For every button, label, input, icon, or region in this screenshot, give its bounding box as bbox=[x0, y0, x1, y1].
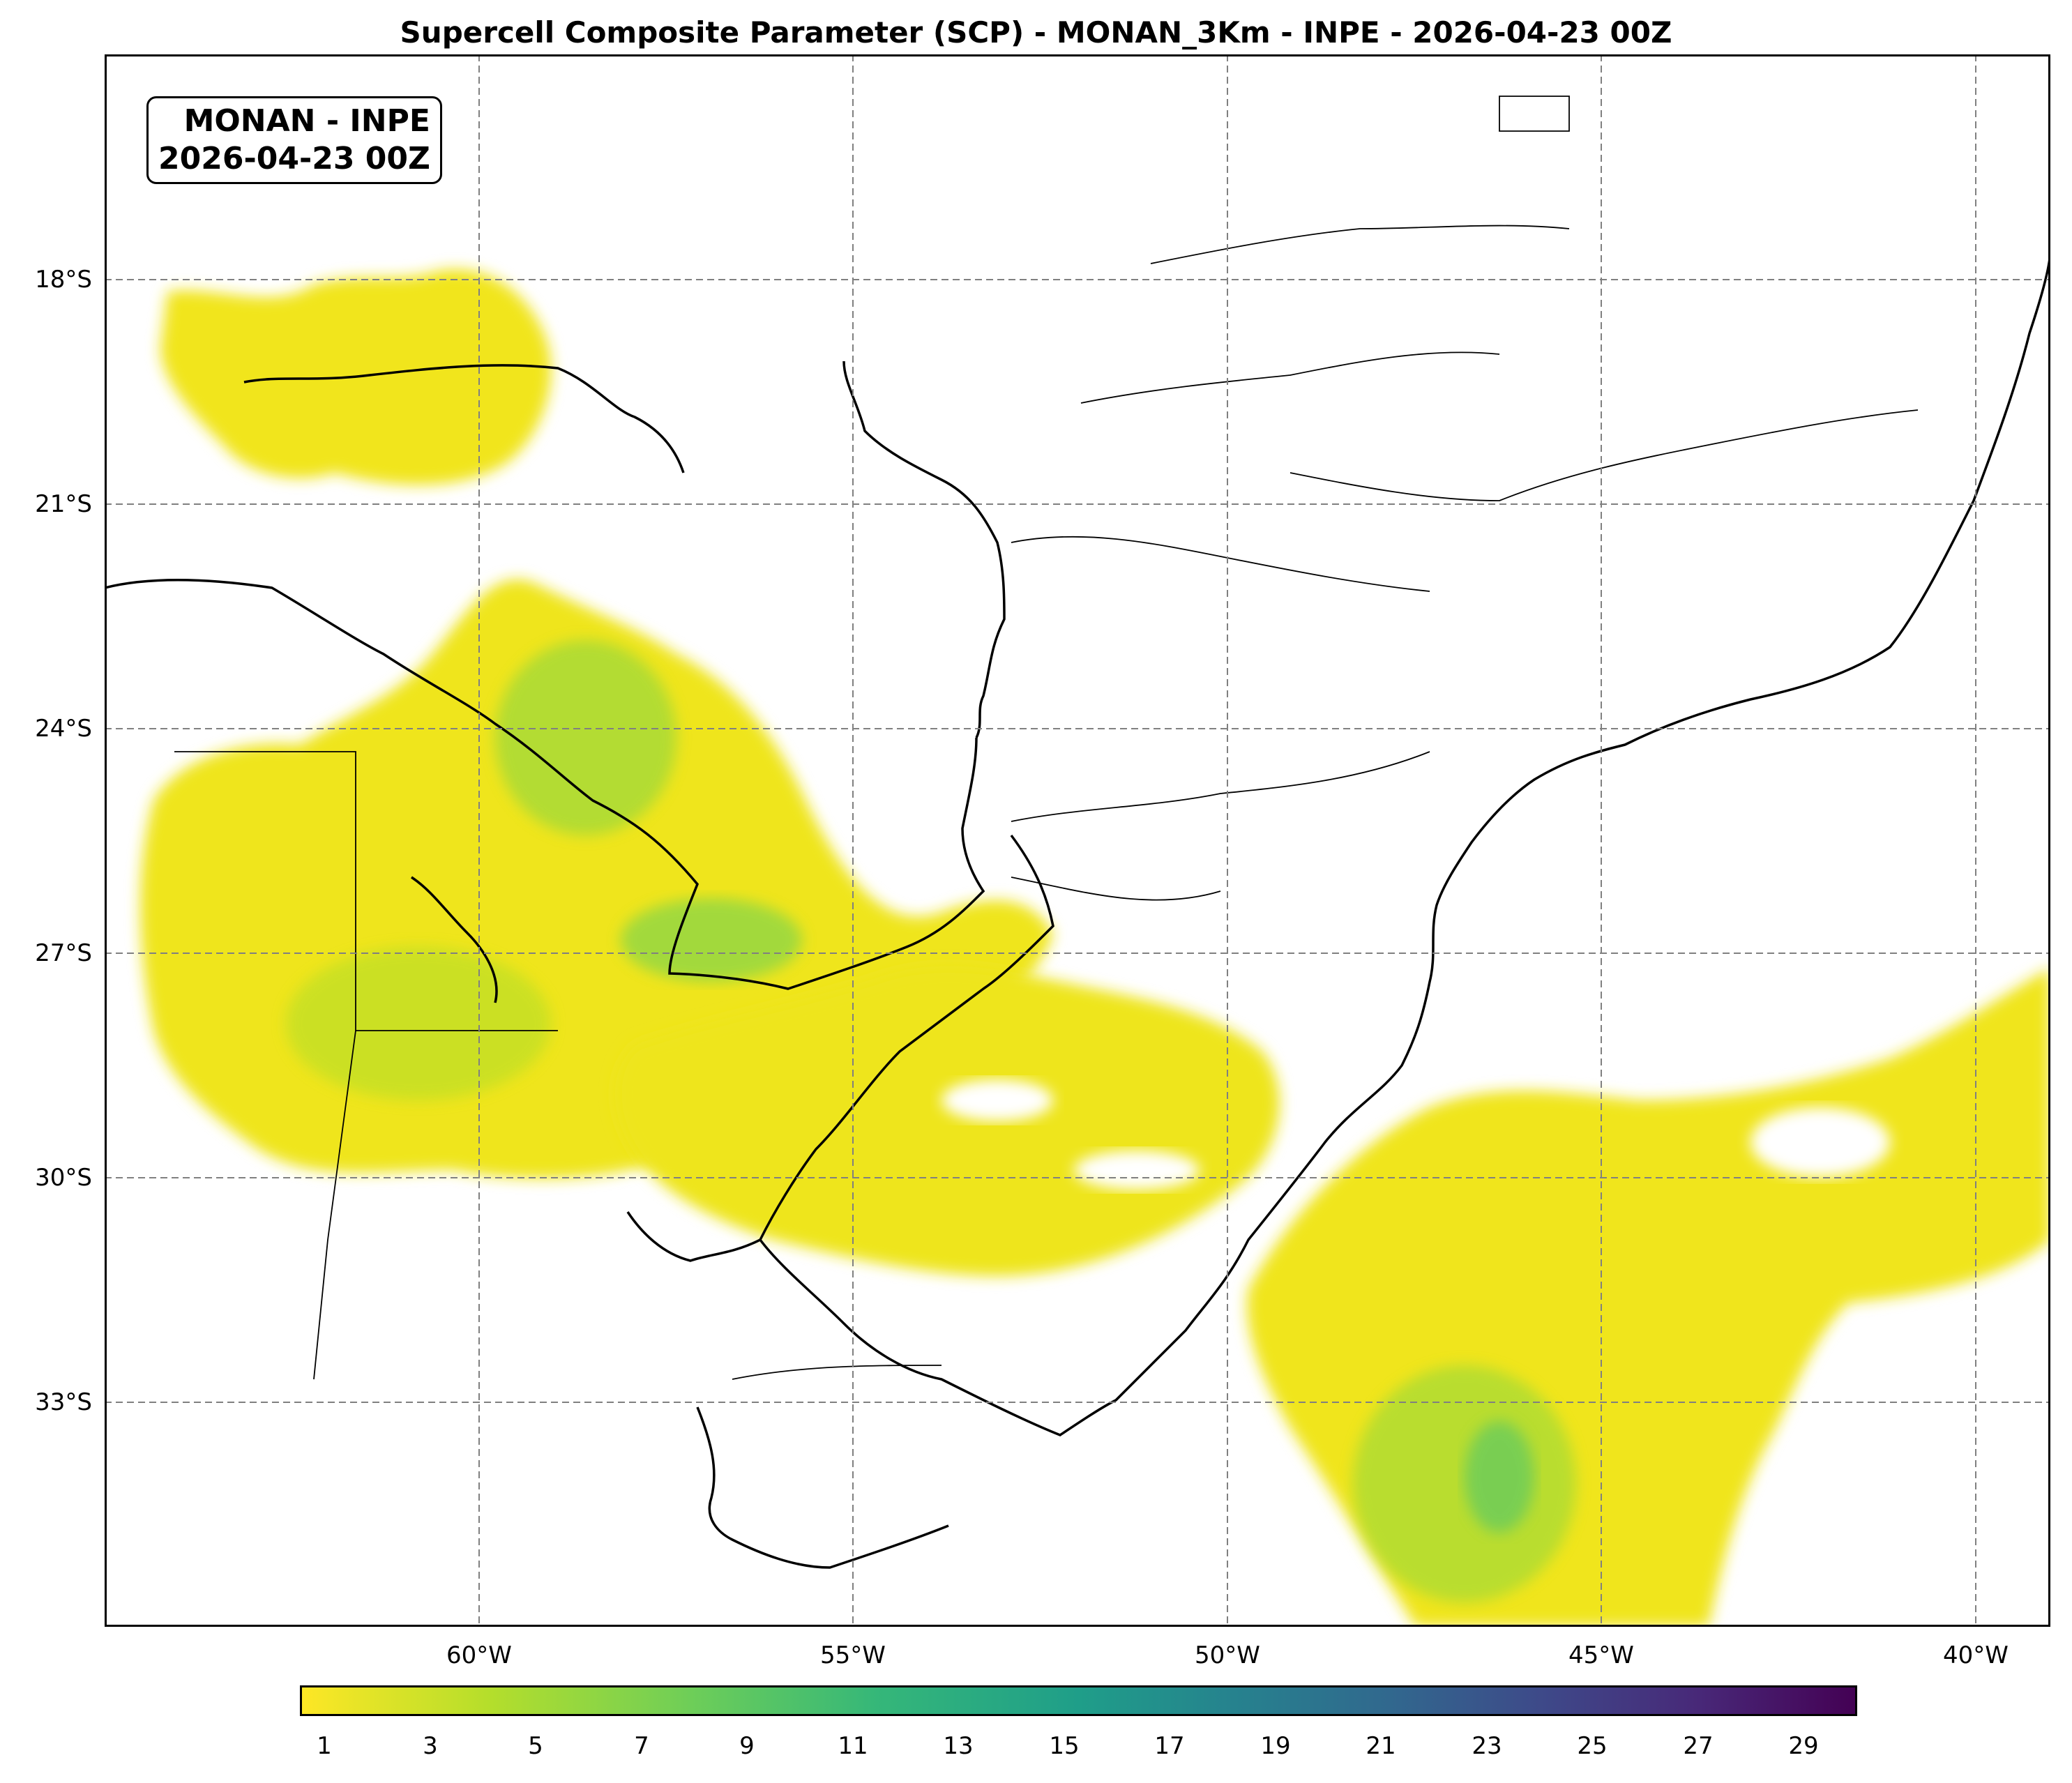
colorbar bbox=[300, 1685, 1857, 1716]
lon-label-50w: 50°W bbox=[1195, 1641, 1260, 1669]
colorbar-tick-17: 17 bbox=[1154, 1732, 1185, 1760]
colorbar-tick-9: 9 bbox=[739, 1732, 755, 1760]
map-border bbox=[105, 54, 2050, 1627]
colorbar-tick-15: 15 bbox=[1049, 1732, 1080, 1760]
map-area[interactable] bbox=[105, 54, 2050, 1627]
colorbar-tick-19: 19 bbox=[1260, 1732, 1291, 1760]
colorbar-tick-7: 7 bbox=[634, 1732, 649, 1760]
borders bbox=[105, 96, 2050, 1569]
lat-label-24s: 24°S bbox=[35, 715, 92, 743]
info-box-line2: 2026-04-23 00Z bbox=[158, 141, 430, 176]
scp-field bbox=[140, 269, 2050, 1627]
lon-label-60w: 60°W bbox=[446, 1641, 512, 1669]
colorbar-tick-3: 3 bbox=[423, 1732, 438, 1760]
lon-label-45w: 45°W bbox=[1568, 1641, 1634, 1669]
info-box: MONAN - INPE 2026-04-23 00Z bbox=[146, 96, 442, 184]
gridlines bbox=[105, 54, 2050, 1627]
lon-label-55w: 55°W bbox=[820, 1641, 886, 1669]
lat-label-27s: 27°S bbox=[35, 939, 92, 967]
colorbar-tick-13: 13 bbox=[943, 1732, 974, 1760]
colorbar-tick-11: 11 bbox=[838, 1732, 868, 1760]
info-box-line1: MONAN - INPE bbox=[183, 103, 430, 139]
colorbar-tick-21: 21 bbox=[1366, 1732, 1396, 1760]
colorbar-tick-27: 27 bbox=[1683, 1732, 1714, 1760]
colorbar-tick-29: 29 bbox=[1788, 1732, 1819, 1760]
lon-label-40w: 40°W bbox=[1943, 1641, 2009, 1669]
map-title: Supercell Composite Parameter (SCP) - MO… bbox=[400, 15, 1672, 50]
colorbar-tick-23: 23 bbox=[1472, 1732, 1502, 1760]
colorbar-tick-5: 5 bbox=[528, 1732, 543, 1760]
colorbar-tick-1: 1 bbox=[317, 1732, 332, 1760]
lat-label-33s: 33°S bbox=[35, 1388, 92, 1416]
lat-label-18s: 18°S bbox=[35, 266, 92, 294]
lat-label-21s: 21°S bbox=[35, 490, 92, 518]
lat-label-30s: 30°S bbox=[35, 1164, 92, 1192]
colorbar-tick-25: 25 bbox=[1577, 1732, 1608, 1760]
